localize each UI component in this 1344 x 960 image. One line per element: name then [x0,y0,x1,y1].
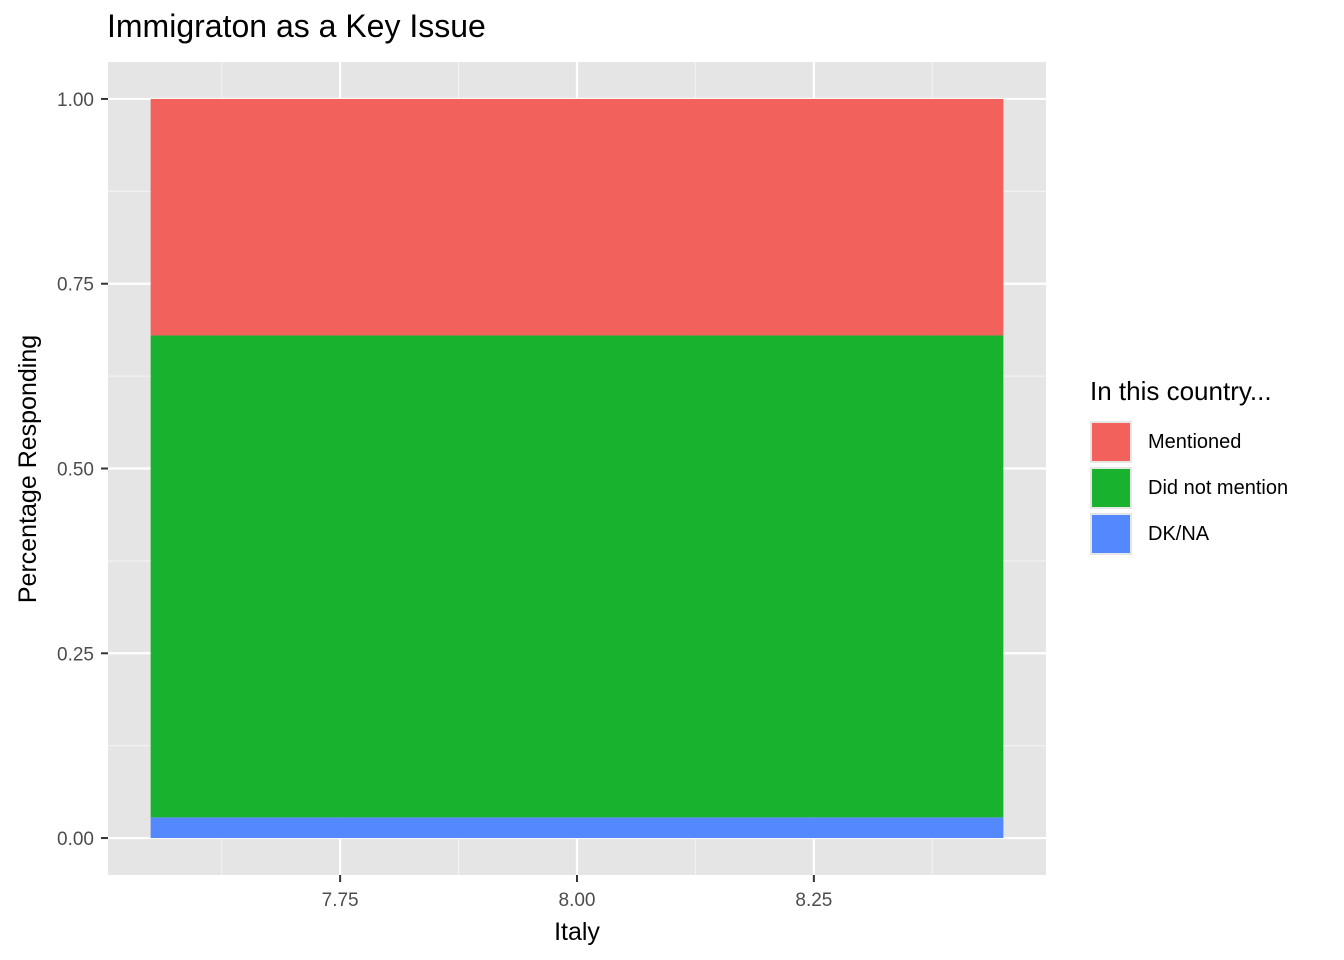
x-axis-title: Italy [554,918,600,946]
legend-label: Mentioned [1148,430,1242,453]
legend: In this country... Mentioned Did not ment… [1090,376,1288,557]
legend-swatch [1090,467,1132,509]
legend-swatch [1090,513,1132,555]
chart-title: Immigraton as a Key Issue [107,8,486,44]
x-tick-label: 8.25 [795,890,832,911]
x-tick-label: 8.00 [559,890,596,911]
legend-swatch [1090,421,1132,463]
legend-item-dk-na: DK/NA [1090,511,1288,557]
bar-segment-dk-na [150,817,1004,839]
stacked-bar [150,98,1004,839]
y-tick-label: 1.00 [57,90,94,111]
legend-item-did-not-mention: Did not mention [1090,465,1288,511]
legend-items: Mentioned Did not mention DK/NA [1090,419,1288,557]
y-tick-label: 0.25 [57,644,94,665]
legend-title: In this country... [1090,376,1272,406]
axes: 0.00 0.25 0.50 0.75 1.00 7.75 8.00 8.25 [57,90,832,911]
legend-label: Did not mention [1148,476,1289,499]
y-tick-label: 0.50 [57,460,94,481]
y-tick-label: 0.00 [57,829,94,850]
y-tick-label: 0.75 [57,275,94,296]
y-axis-title: Percentage Responding [14,335,42,603]
bar-segment-mentioned [150,98,1004,336]
legend-label: DK/NA [1148,522,1210,545]
bar-segment-did-not-mention [150,335,1004,818]
legend-item-mentioned: Mentioned [1090,419,1288,465]
x-tick-label: 7.75 [322,890,359,911]
